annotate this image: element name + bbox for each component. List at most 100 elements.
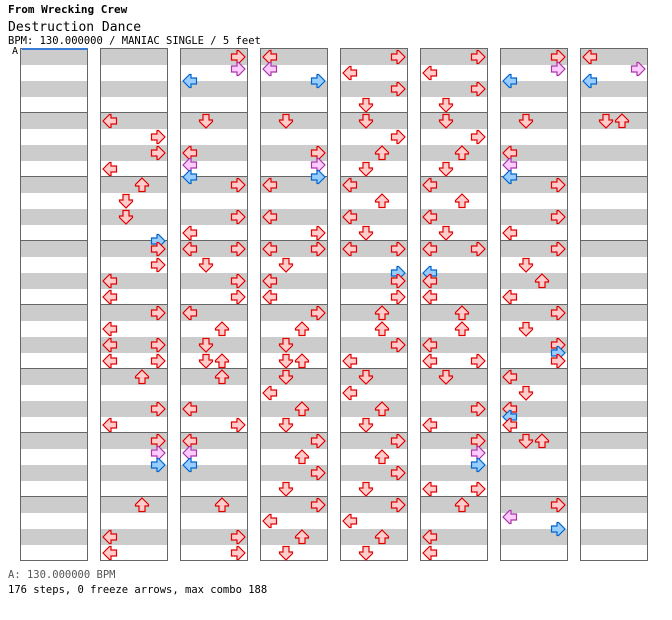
arrow-shape [358,369,374,385]
arrow-shape [278,353,294,369]
down-arrow-icon [358,417,374,433]
left-arrow-icon [102,273,118,288]
arrow-shape [502,369,518,384]
left-arrow-icon [582,73,598,88]
arrow-shape [438,113,454,129]
arrow-shape [390,465,406,480]
arrow-shape [230,273,246,288]
measure-divider [21,240,87,241]
left-arrow-icon [102,529,118,544]
arrow-shape [550,241,566,256]
arrow-shape [454,304,470,320]
down-arrow-icon [198,337,214,353]
right-arrow-icon [550,497,566,512]
right-arrow-icon [470,457,486,472]
arrow-shape [470,49,486,64]
up-arrow-icon [374,400,390,416]
arrow-shape [230,529,246,544]
arrow-shape [310,241,326,256]
arrow-shape [118,209,134,225]
arrow-shape [550,353,566,368]
down-arrow-icon [198,113,214,129]
left-arrow-icon [182,401,198,416]
arrow-shape [134,496,150,512]
measure-divider [261,112,327,113]
measure-divider [341,304,407,305]
left-arrow-icon [262,177,278,192]
down-arrow-icon [518,385,534,401]
arrow-shape [198,257,214,273]
up-arrow-icon [294,352,310,368]
measure-divider [101,176,167,177]
measure-divider [501,304,567,305]
arrow-shape [102,161,118,176]
arrow-shape [518,385,534,401]
left-arrow-icon [422,289,438,304]
up-arrow-icon [534,272,550,288]
left-arrow-icon [182,225,198,240]
left-arrow-icon [502,417,518,432]
arrow-shape [310,225,326,240]
measure-divider [101,368,167,369]
arrow-shape [422,353,438,368]
measure-divider [501,496,567,497]
right-arrow-icon [550,521,566,536]
arrow-shape [454,496,470,512]
arrow-shape [230,241,246,256]
arrow-shape [422,337,438,352]
up-arrow-icon [214,496,230,512]
right-arrow-icon [470,241,486,256]
arrow-shape [102,321,118,336]
right-arrow-icon [310,169,326,184]
arrow-shape [470,129,486,144]
arrow-shape [278,417,294,433]
arrow-shape [518,113,534,129]
measure-column [580,48,648,561]
arrow-shape [310,305,326,320]
arrow-shape [582,49,598,64]
arrow-shape [182,225,198,240]
arrow-shape [550,209,566,224]
arrow-shape [422,417,438,432]
arrow-shape [454,144,470,160]
left-arrow-icon [102,545,118,560]
left-arrow-icon [422,241,438,256]
down-arrow-icon [518,433,534,449]
arrow-shape [342,513,358,528]
arrow-shape [182,169,198,184]
right-arrow-icon [550,241,566,256]
measure-divider [341,176,407,177]
arrow-shape [630,61,646,76]
measure-divider [181,112,247,113]
arrow-shape [390,289,406,304]
arrow-shape [262,513,278,528]
left-arrow-icon [182,169,198,184]
arrow-shape [374,144,390,160]
right-arrow-icon [390,49,406,64]
down-arrow-icon [518,321,534,337]
right-arrow-icon [470,129,486,144]
left-arrow-icon [262,241,278,256]
arrow-shape [102,545,118,560]
left-arrow-icon [102,289,118,304]
arrow-shape [422,289,438,304]
left-arrow-icon [502,289,518,304]
down-arrow-icon [278,257,294,273]
arrow-shape [390,497,406,512]
measure-divider [421,240,487,241]
arrow-shape [470,353,486,368]
measure-divider [261,240,327,241]
up-arrow-icon [134,496,150,512]
measure-divider [21,176,87,177]
measure-divider [581,304,647,305]
measure-divider [341,432,407,433]
measure-divider [581,432,647,433]
measure-divider [261,176,327,177]
left-arrow-icon [102,321,118,336]
down-arrow-icon [438,113,454,129]
measure-divider [21,432,87,433]
arrow-shape [262,241,278,256]
down-arrow-icon [358,225,374,241]
arrow-shape [102,529,118,544]
measure-column [420,48,488,561]
